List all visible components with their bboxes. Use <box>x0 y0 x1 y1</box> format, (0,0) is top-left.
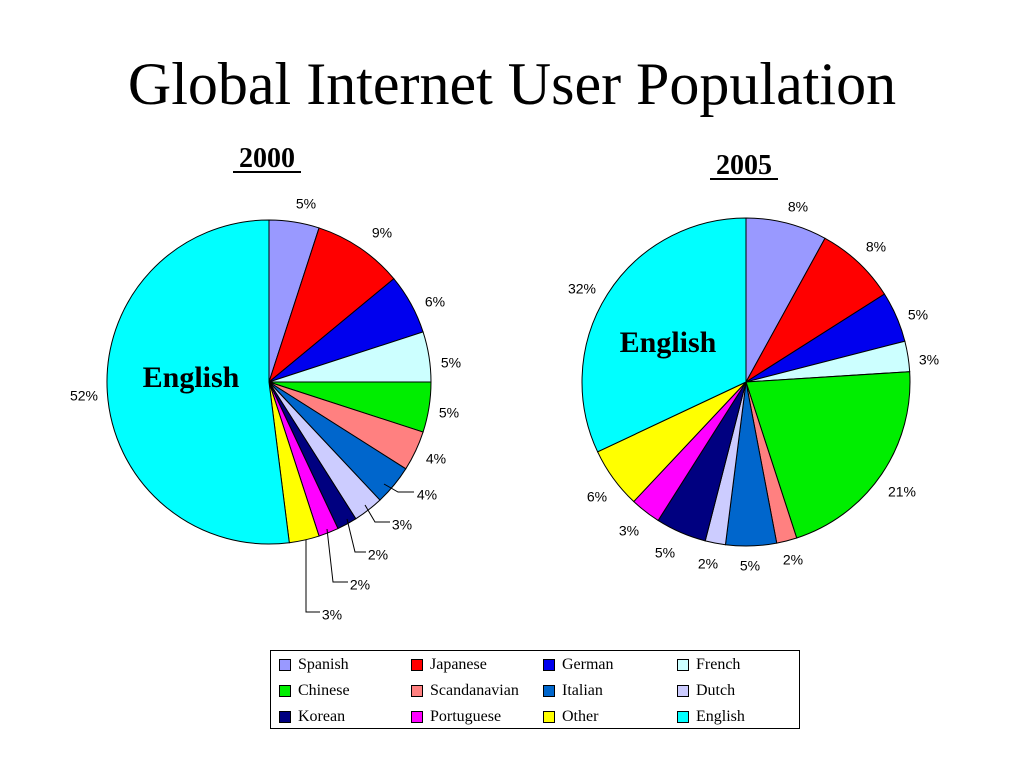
legend-swatch <box>677 711 689 723</box>
pie-value-label: 32% <box>568 281 596 297</box>
pie-slice-english <box>106 219 290 545</box>
legend-item-portuguese: Portuguese <box>411 707 501 727</box>
legend-swatch <box>411 711 423 723</box>
legend-item-french: French <box>677 655 740 675</box>
pie-value-label: 21% <box>888 484 916 500</box>
legend-label: English <box>696 708 745 725</box>
leader-line <box>305 540 320 613</box>
pie-value-label: 3% <box>392 517 412 533</box>
legend-label: Chinese <box>298 682 350 699</box>
pie-title: 2005 <box>716 150 772 181</box>
pie-slice-japanese <box>267 227 395 384</box>
legend-item-other: Other <box>543 707 598 727</box>
leader-line <box>326 528 348 583</box>
pie-annotation: English <box>143 361 240 394</box>
pie-value-label: 6% <box>587 489 607 505</box>
pie-value-label: 5% <box>740 558 760 574</box>
slide-title: Global Internet User Population <box>127 51 897 117</box>
pie-slice-chinese <box>745 371 911 539</box>
legend-swatch <box>411 685 423 697</box>
legend-swatch <box>279 685 291 697</box>
pie-value-label: 3% <box>919 352 939 368</box>
legend-item-chinese: Chinese <box>279 681 350 701</box>
legend-item-german: German <box>543 655 614 675</box>
pie-value-label: 8% <box>788 199 808 215</box>
legend-swatch <box>543 659 555 671</box>
legend-item-english: English <box>677 707 745 727</box>
legend-label: Japanese <box>430 656 487 673</box>
legend-swatch <box>411 659 423 671</box>
legend-swatch <box>543 685 555 697</box>
pie-value-label: 6% <box>425 294 445 310</box>
pie-value-label: 5% <box>908 307 928 323</box>
pie-value-label: 9% <box>372 225 392 241</box>
leader-line <box>346 518 366 553</box>
pie-value-label: 8% <box>866 239 886 255</box>
legend-label: French <box>696 656 741 673</box>
legend-label: Italian <box>562 682 603 699</box>
pie-value-label: 5% <box>655 545 675 561</box>
leader-line <box>383 483 414 493</box>
pie-value-label: 4% <box>426 451 446 467</box>
legend-label: Korean <box>298 708 346 725</box>
legend-item-scandanavian: Scandanavian <box>411 681 519 701</box>
pie-value-label: 2% <box>783 552 803 568</box>
legend-item-dutch: Dutch <box>677 681 735 701</box>
legend-label: Other <box>562 708 599 725</box>
legend-label: Dutch <box>696 682 736 699</box>
leader-line <box>364 504 390 523</box>
legend-item-japanese: Japanese <box>411 655 487 675</box>
pie-value-label: 5% <box>296 196 316 212</box>
pie-value-label: 4% <box>417 487 437 503</box>
pie-slice-english <box>581 217 747 453</box>
pie-chart-2005: 2005 8% 8% 5% 3% 21% 2% 5% 2% 5% 3% 6% 32% English <box>568 150 939 574</box>
legend-swatch <box>677 659 689 671</box>
legend-label: Portuguese <box>430 708 502 725</box>
legend-item-italian: Italian <box>543 681 603 701</box>
legend: Spanish Japanese German French Chinese S… <box>270 650 800 729</box>
legend-swatch <box>677 685 689 697</box>
legend-item-spanish: Spanish <box>279 655 349 675</box>
legend-item-korean: Korean <box>279 707 345 727</box>
pie-value-label: 5% <box>439 405 459 421</box>
pie-value-label: 3% <box>322 607 342 623</box>
legend-label: German <box>562 656 614 673</box>
legend-swatch <box>279 659 291 671</box>
pie-value-label: 2% <box>368 547 388 563</box>
pie-annotation: English <box>620 326 717 359</box>
pie-value-label: 5% <box>441 355 461 371</box>
pie-value-label: 3% <box>619 523 639 539</box>
legend-label: Scandanavian <box>430 682 519 699</box>
pie-value-label: 52% <box>70 388 98 404</box>
pie-title: 2000 <box>239 143 295 174</box>
legend-swatch <box>543 711 555 723</box>
pie-value-label: 2% <box>350 577 370 593</box>
legend-label: Spanish <box>298 656 349 673</box>
legend-swatch <box>279 711 291 723</box>
pie-value-label: 2% <box>698 556 718 572</box>
